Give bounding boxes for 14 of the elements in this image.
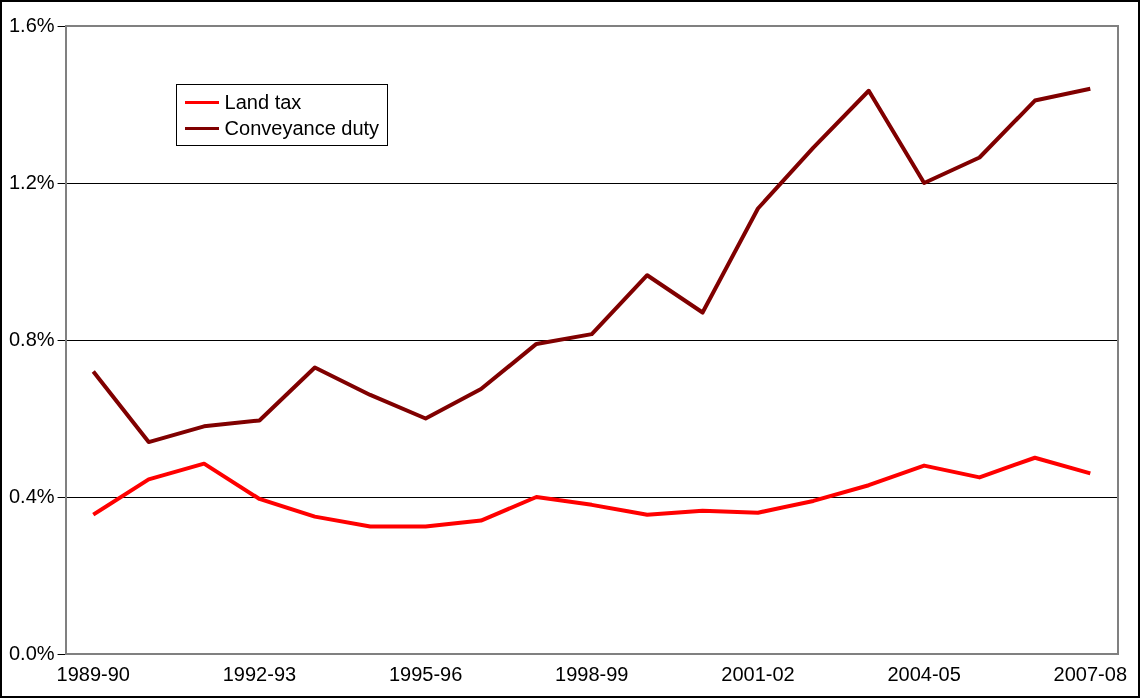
y-tick-label: 0.4% bbox=[8, 484, 55, 507]
legend-label: Land tax bbox=[224, 90, 302, 114]
x-tick-label: 2007-08 bbox=[1053, 662, 1128, 685]
x-tick-label: 1995-96 bbox=[388, 662, 463, 685]
x-tick-label: 2001-02 bbox=[721, 662, 795, 685]
y-tick-label: 1.6% bbox=[8, 13, 55, 36]
y-tick-label: 0.0% bbox=[8, 641, 55, 664]
x-tick-label: 1989-90 bbox=[56, 662, 130, 685]
x-tick-label: 1998-99 bbox=[555, 662, 629, 685]
y-tick-label: 1.2% bbox=[8, 170, 55, 193]
x-tick-label: 2004-05 bbox=[887, 662, 961, 685]
legend-label: Conveyance duty bbox=[224, 116, 380, 140]
y-tick-label: 0.8% bbox=[8, 327, 55, 350]
x-tick-label: 1992-93 bbox=[222, 662, 297, 685]
